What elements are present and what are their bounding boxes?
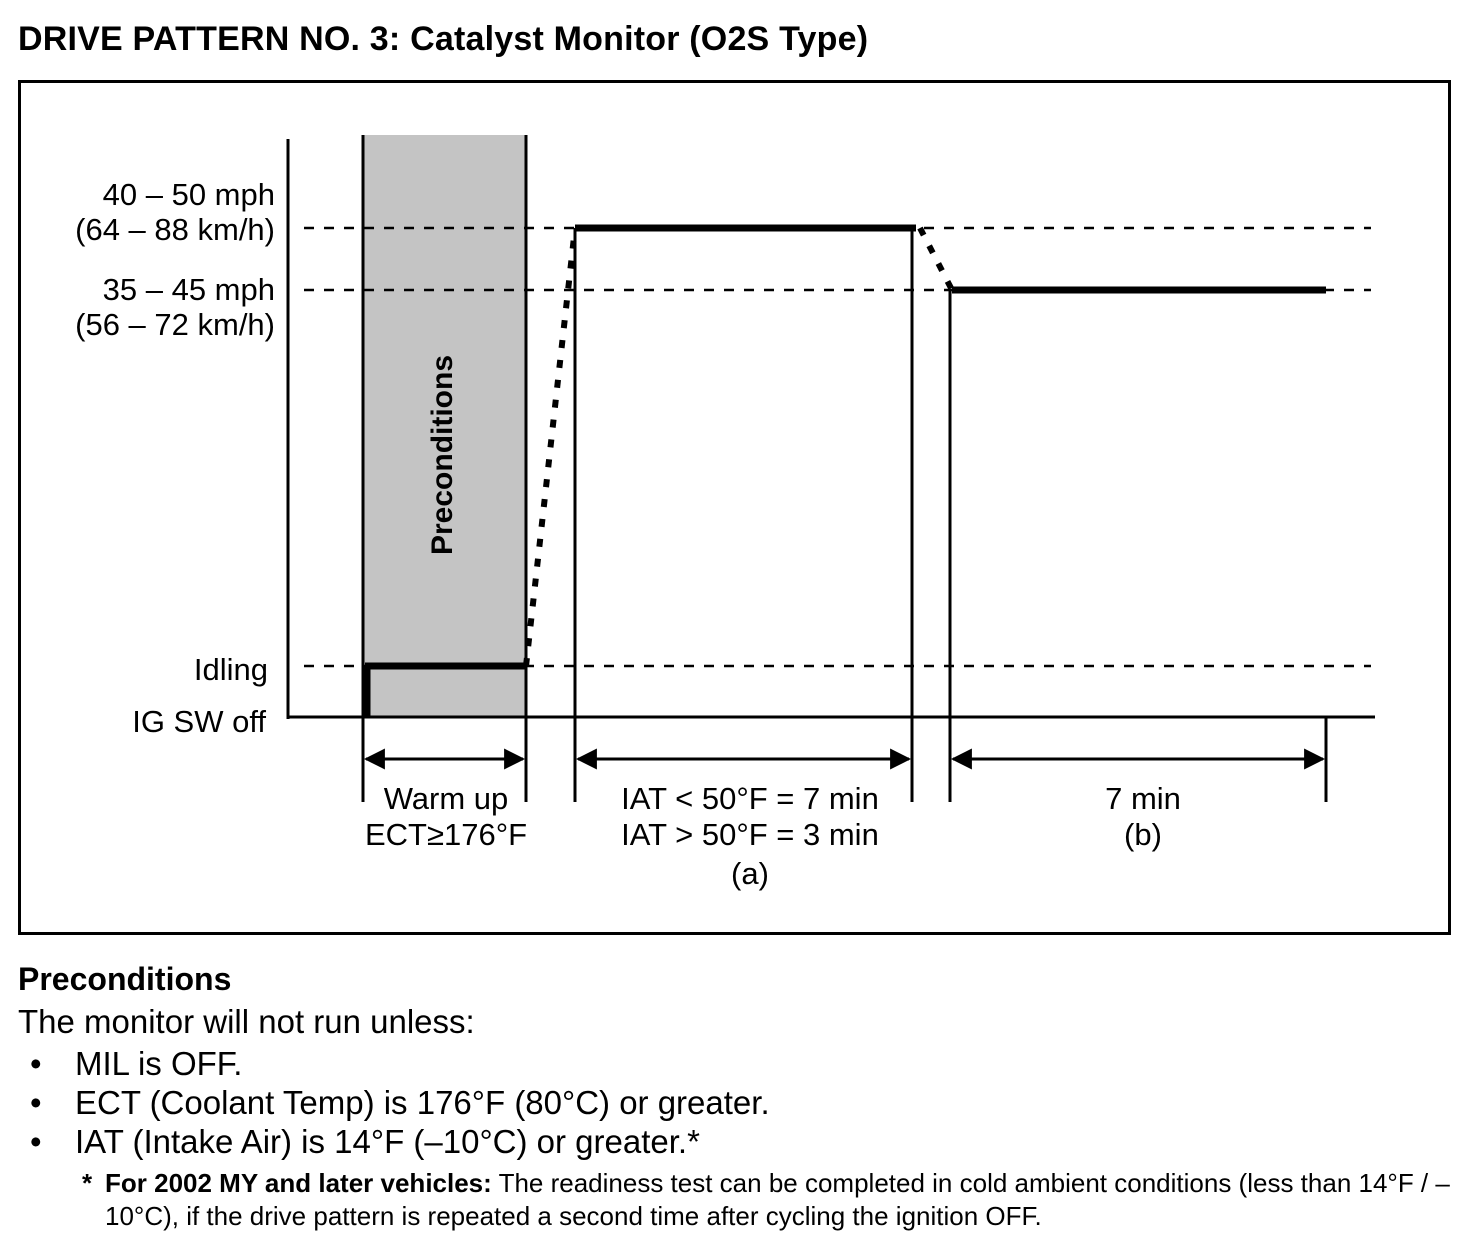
phase-a-warm-label: IAT > 50°F = 3 min bbox=[621, 817, 879, 852]
preconditions-band bbox=[363, 135, 526, 717]
warmup-ect-label: ECT≥176°F bbox=[365, 817, 527, 852]
precondition-text: MIL is OFF. bbox=[75, 1045, 243, 1082]
phase-a-cold-label: IAT < 50°F = 7 min bbox=[621, 781, 879, 816]
drive-pattern-diagram: 40 – 50 mph (64 – 88 km/h) 35 – 45 mph (… bbox=[75, 135, 1375, 891]
phase-b-tag: (b) bbox=[1124, 817, 1162, 852]
precondition-text: ECT (Coolant Temp) is 176°F (80°C) or gr… bbox=[75, 1084, 770, 1121]
footnote-label: For 2002 MY and later vehicles: bbox=[105, 1168, 492, 1198]
bullet-icon: • bbox=[30, 1123, 42, 1160]
preconditions-list: • MIL is OFF. • ECT (Coolant Temp) is 17… bbox=[18, 1044, 1458, 1161]
page-title: DRIVE PATTERN NO. 3: Catalyst Monitor (O… bbox=[18, 20, 869, 58]
preconditions-intro: The monitor will not run unless: bbox=[18, 1003, 475, 1040]
ig-sw-off-label: IG SW off bbox=[132, 704, 266, 739]
preconditions-heading: Preconditions bbox=[18, 961, 232, 997]
bullet-icon: • bbox=[30, 1045, 42, 1082]
footnote: * For 2002 MY and later vehicles: The re… bbox=[18, 1167, 1458, 1233]
precondition-item: • ECT (Coolant Temp) is 176°F (80°C) or … bbox=[18, 1083, 1458, 1122]
mid-speed-mph-label: 35 – 45 mph bbox=[103, 272, 275, 307]
high-speed-kmh-label: (64 – 88 km/h) bbox=[75, 212, 275, 247]
diagram-frame: 40 – 50 mph (64 – 88 km/h) 35 – 45 mph (… bbox=[18, 80, 1451, 935]
preconditions-section: Preconditions The monitor will not run u… bbox=[18, 958, 1458, 1233]
footnote-text: The readiness test can be completed in c… bbox=[105, 1168, 1450, 1231]
bullet-icon: • bbox=[30, 1084, 42, 1121]
warmup-label: Warm up bbox=[384, 781, 509, 816]
preconditions-band-label: Preconditions bbox=[426, 355, 459, 555]
mid-speed-kmh-label: (56 – 72 km/h) bbox=[75, 307, 275, 342]
phase-b-duration-label: 7 min bbox=[1105, 781, 1181, 816]
precondition-item: • MIL is OFF. bbox=[18, 1044, 1458, 1083]
idling-label: Idling bbox=[194, 652, 268, 687]
decelerate-ramp bbox=[917, 226, 955, 292]
phase-a-tag: (a) bbox=[731, 856, 769, 891]
high-speed-mph-label: 40 – 50 mph bbox=[103, 177, 275, 212]
precondition-item: • IAT (Intake Air) is 14°F (–10°C) or gr… bbox=[18, 1122, 1458, 1161]
precondition-text: IAT (Intake Air) is 14°F (–10°C) or grea… bbox=[75, 1123, 700, 1160]
accelerate-ramp bbox=[523, 227, 578, 667]
footnote-marker: * bbox=[82, 1168, 93, 1198]
